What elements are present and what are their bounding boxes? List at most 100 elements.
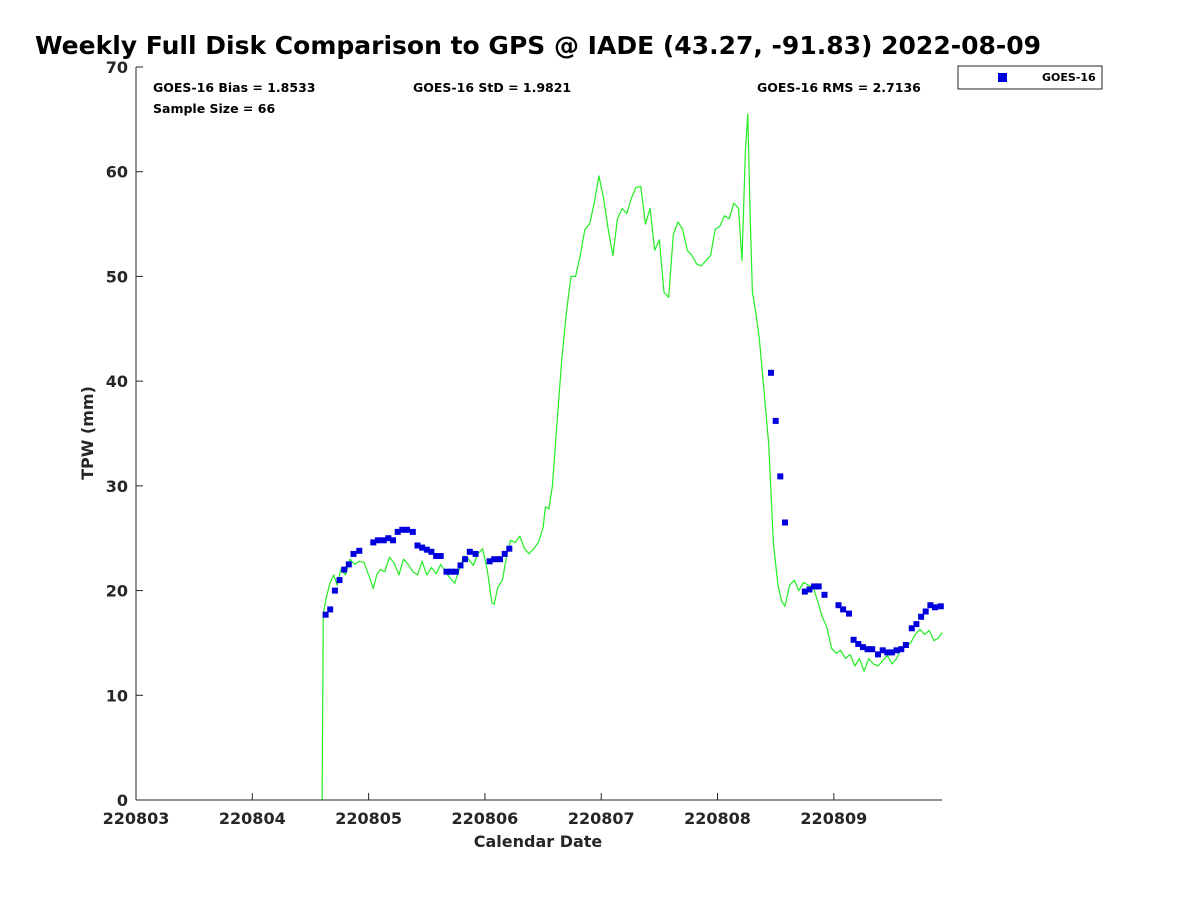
goes16-point xyxy=(380,537,387,544)
x-tick-label: 220809 xyxy=(800,809,867,828)
x-tick-label: 220808 xyxy=(684,809,751,828)
legend-label-goes16: GOES-16 xyxy=(1042,71,1096,84)
goes16-point xyxy=(879,647,886,654)
goes16-point xyxy=(875,651,881,658)
goes16-point xyxy=(922,608,929,615)
goes16-point xyxy=(811,583,818,590)
y-tick-label: 70 xyxy=(106,58,128,77)
goes16-point xyxy=(437,553,444,559)
goes16-scatter-layer xyxy=(322,369,944,658)
goes16-point xyxy=(327,606,334,613)
y-tick-label: 50 xyxy=(106,267,128,286)
goes16-point xyxy=(913,621,920,628)
goes16-point xyxy=(772,417,779,424)
goes16-point xyxy=(322,611,329,618)
sample-size-annotation: Sample Size = 66 xyxy=(153,101,275,116)
plot-area: 220803 220804 220805 220806 220807 220808 2208… xyxy=(103,58,944,828)
goes16-point xyxy=(370,539,377,546)
goes16-point xyxy=(336,577,343,584)
goes16-point xyxy=(462,556,469,563)
x-ticks: 220803 220804 220805 220806 220807 220808 2208… xyxy=(103,793,867,828)
x-tick-label: 220807 xyxy=(568,809,635,828)
goes16-point xyxy=(806,586,813,593)
goes16-point xyxy=(419,544,426,551)
goes16-point xyxy=(399,526,406,533)
goes16-point xyxy=(777,473,784,480)
y-tick-label: 30 xyxy=(106,477,128,496)
goes16-point xyxy=(466,548,473,555)
goes16-point xyxy=(932,604,938,611)
std-annotation: GOES-16 StD = 1.9821 xyxy=(413,80,571,95)
goes16-point xyxy=(331,587,338,594)
goes16-point xyxy=(428,548,435,555)
rms-annotation: GOES-16 RMS = 2.7136 xyxy=(757,80,921,95)
goes16-point xyxy=(855,641,862,647)
goes16-point xyxy=(491,556,498,563)
goes16-point xyxy=(501,550,508,557)
goes16-point xyxy=(859,644,866,651)
goes16-point xyxy=(821,591,828,598)
x-tick-label: 220804 xyxy=(219,809,286,828)
goes16-point xyxy=(433,553,440,559)
goes16-point xyxy=(472,550,479,557)
goes16-point xyxy=(898,646,905,653)
goes16-point xyxy=(927,602,934,609)
goes16-point xyxy=(385,535,392,542)
goes16-point xyxy=(902,642,909,648)
goes16-point xyxy=(840,606,847,613)
goes16-point xyxy=(414,542,421,549)
chart-title: Weekly Full Disk Comparison to GPS @ IAD… xyxy=(35,31,1041,60)
goes16-point xyxy=(423,546,430,553)
goes16-point xyxy=(801,588,808,595)
goes16-point xyxy=(409,528,416,535)
y-axis-label: TPW (mm) xyxy=(78,386,97,480)
y-tick-label: 60 xyxy=(106,163,128,182)
goes16-point xyxy=(356,547,363,554)
goes16-point xyxy=(457,562,464,569)
plot-background xyxy=(136,67,942,800)
goes16-point xyxy=(486,558,493,565)
goes16-point xyxy=(908,625,915,632)
goes16-point xyxy=(341,566,348,573)
gps-line-layer xyxy=(321,113,943,801)
goes16-point xyxy=(893,647,900,654)
goes16-point xyxy=(452,568,459,575)
goes16-point xyxy=(448,568,455,575)
goes16-point xyxy=(846,610,852,617)
bias-annotation: GOES-16 Bias = 1.8533 xyxy=(153,80,315,95)
goes16-point xyxy=(506,545,513,552)
goes16-point xyxy=(390,537,396,544)
y-tick-label: 20 xyxy=(106,582,128,601)
goes16-point xyxy=(768,369,774,376)
x-tick-label: 220803 xyxy=(103,809,170,828)
goes16-point xyxy=(497,556,503,563)
goes16-point xyxy=(884,649,891,656)
goes16-point xyxy=(815,583,822,590)
goes16-point xyxy=(394,528,401,535)
y-tick-label: 40 xyxy=(106,372,128,391)
goes16-point xyxy=(850,636,857,643)
legend-box xyxy=(957,65,1103,90)
goes16-point xyxy=(345,561,352,568)
goes16-point xyxy=(350,550,357,557)
goes16-point xyxy=(782,519,788,526)
goes16-point xyxy=(937,603,944,610)
y-tick-label: 0 xyxy=(117,791,128,810)
goes16-point xyxy=(835,602,842,609)
goes16-point xyxy=(889,649,895,656)
y-tick-label: 10 xyxy=(106,686,128,705)
x-axis-label: Calendar Date xyxy=(474,832,603,851)
x-tick-label: 220805 xyxy=(335,809,402,828)
goes16-point xyxy=(864,646,871,653)
goes16-point xyxy=(404,526,410,533)
goes16-point xyxy=(443,568,450,575)
legend: GOES-16 xyxy=(957,65,1103,90)
gps-tpw-line xyxy=(321,113,943,801)
x-tick-label: 220806 xyxy=(452,809,519,828)
legend-marker-goes16 xyxy=(998,73,1007,82)
y-ticks: 0 10 20 30 40 50 60 70 xyxy=(106,58,143,810)
goes16-point xyxy=(374,537,381,544)
goes16-point xyxy=(869,646,876,653)
goes16-point xyxy=(918,613,925,620)
